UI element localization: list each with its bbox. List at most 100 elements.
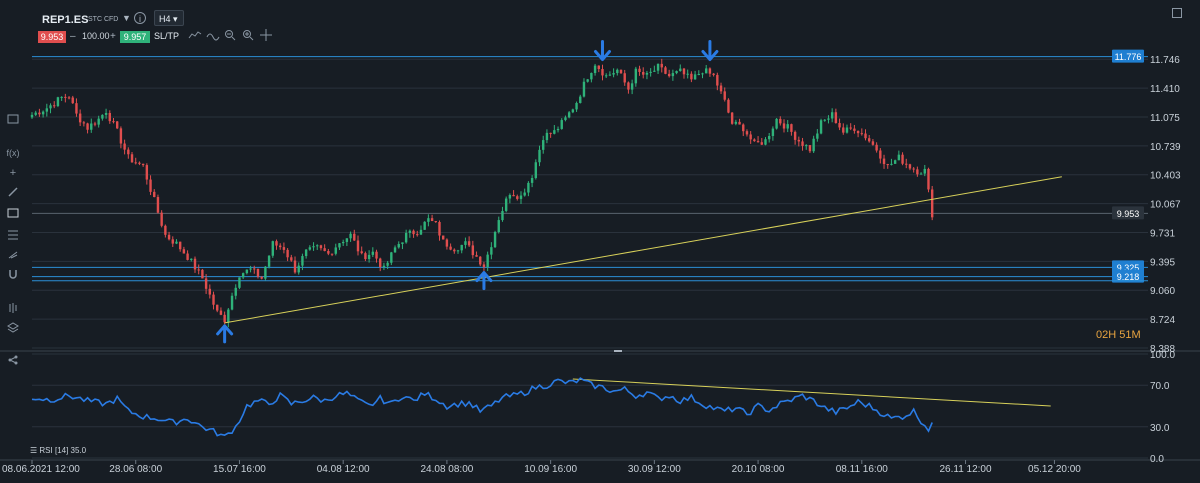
candle-body [408, 230, 412, 233]
zoom-out-icon[interactable] [224, 29, 236, 44]
candle-body [879, 150, 882, 159]
share-icon[interactable] [6, 354, 20, 368]
candle-body [682, 68, 686, 75]
timeframe-select[interactable]: H4 ▾ [154, 10, 184, 26]
candle-body [797, 139, 801, 142]
candle-body [760, 142, 763, 145]
magnet-icon[interactable] [6, 268, 20, 282]
trendlines[interactable] [224, 176, 1062, 407]
price-level-tag[interactable]: 9.218 [1112, 269, 1144, 283]
function-icon[interactable]: f(x) [6, 148, 20, 158]
zoom-in-icon[interactable] [242, 29, 254, 44]
rsi-tick-label: 70.0 [1150, 381, 1170, 392]
candle-body [845, 127, 849, 133]
price-level-tag[interactable]: 9.953 [1112, 206, 1144, 220]
candle-body [767, 135, 771, 140]
up-arrow-marker[interactable] [216, 324, 234, 344]
candle-body [919, 173, 923, 175]
candle-body [301, 256, 304, 266]
candle-body [616, 69, 619, 74]
pencil-icon[interactable] [6, 186, 20, 200]
candlestick-series [30, 58, 934, 328]
candle-body [464, 241, 467, 245]
sl-tp-button[interactable]: SL/TP [154, 31, 180, 41]
candle-body [667, 73, 671, 77]
candle-body [264, 266, 267, 279]
candle-body [286, 249, 289, 258]
crosshair-icon[interactable] [260, 29, 272, 44]
line-chart-icon[interactable] [188, 29, 202, 44]
candle-body [793, 131, 797, 140]
quantity-plus-button[interactable]: + [110, 31, 116, 42]
candle-body [112, 121, 115, 123]
price-level-tag[interactable]: 11.776 [1112, 49, 1144, 63]
arrow-markers[interactable] [216, 39, 719, 344]
maximize-icon[interactable] [1172, 8, 1182, 18]
time-tick-label: 10.09 16:00 [524, 464, 577, 475]
candle-body [256, 268, 260, 277]
indicator-icon[interactable] [206, 29, 220, 44]
price-level-tag-text: 9.953 [1117, 209, 1140, 219]
candle-body [290, 257, 293, 261]
candle-body [675, 71, 678, 74]
candle-body [771, 128, 775, 136]
candle-body [742, 124, 745, 132]
candle-body [297, 265, 300, 273]
candle-body [868, 138, 871, 142]
info-icon[interactable]: i [134, 12, 146, 24]
crosshair-tool-icon[interactable]: + [9, 167, 17, 179]
candle-body [597, 65, 600, 70]
quantity-field[interactable]: 100.00 [82, 31, 110, 41]
candle-body [208, 288, 212, 295]
candle-body [304, 249, 308, 257]
brush-icon[interactable] [6, 248, 20, 262]
candle-body [486, 254, 489, 267]
symbol-name[interactable]: REP1.ES [42, 14, 89, 26]
candle-body [416, 234, 419, 236]
quantity-minus-button[interactable]: – [70, 31, 76, 42]
candle-body [779, 118, 782, 124]
buy-button[interactable]: 9.957 [120, 31, 150, 43]
candle-body [356, 240, 360, 252]
candle-body [660, 63, 663, 68]
candle-body [434, 221, 437, 223]
candle-body [271, 241, 274, 256]
candle-body [234, 287, 237, 296]
drawing-toolbar: f(x) + [0, 110, 26, 365]
arrow-shape [216, 324, 234, 344]
candle-body [423, 221, 426, 230]
sell-button[interactable]: 9.953 [38, 31, 66, 43]
price-trendline[interactable] [224, 176, 1062, 324]
panel-divider-handle[interactable] [614, 350, 622, 352]
candle-body [327, 251, 330, 254]
screenshot-icon[interactable] [6, 114, 20, 128]
down-arrow-marker[interactable] [701, 39, 719, 61]
candle-body [449, 246, 452, 250]
rsi-menu-icon[interactable]: ☰ [30, 446, 38, 455]
down-arrow-marker[interactable] [593, 39, 611, 61]
pattern-icon[interactable] [6, 302, 20, 316]
candle-body [516, 196, 519, 199]
up-arrow-marker[interactable] [475, 271, 493, 291]
candle-body [553, 130, 556, 134]
candle-body [227, 309, 230, 323]
candle-body [30, 114, 34, 118]
layers-icon[interactable] [6, 322, 20, 336]
price-level-tag-text: 11.776 [1115, 52, 1142, 62]
candle-body [467, 241, 471, 246]
symbol-dropdown-icon[interactable]: ▼ [122, 13, 131, 23]
candle-body [501, 210, 504, 221]
candle-body [101, 114, 104, 119]
candle-body [527, 182, 530, 193]
arrow-shape [701, 39, 719, 61]
fibonacci-icon[interactable] [6, 228, 20, 242]
rsi-trendline[interactable] [572, 378, 1051, 407]
candle-body [679, 68, 682, 72]
price-tick-label: 8.724 [1150, 315, 1175, 326]
rectangle-icon[interactable] [6, 208, 20, 222]
candle-body [871, 141, 875, 145]
chart-toolbar: REP1.ES STC CFD ▼ i H4 ▾ 9.953 – 100.00 … [26, 8, 356, 48]
